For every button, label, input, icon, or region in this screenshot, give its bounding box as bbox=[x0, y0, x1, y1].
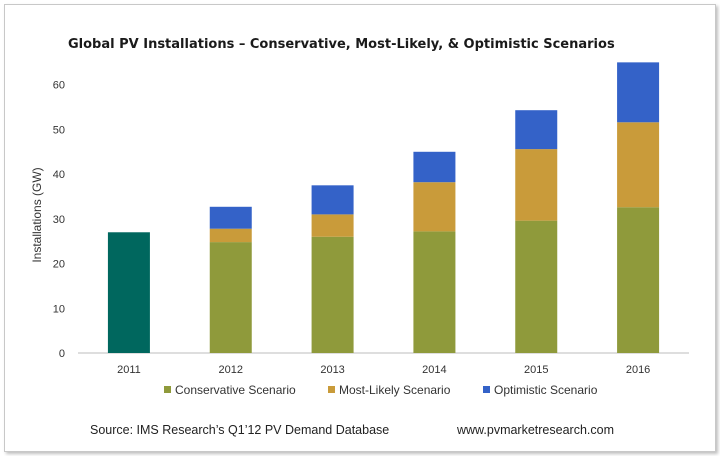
bar-conservative-2013 bbox=[311, 236, 354, 353]
bar-most-likely-2015 bbox=[515, 149, 558, 221]
y-axis-label: Installations (GW) bbox=[30, 167, 44, 262]
bars bbox=[107, 62, 660, 353]
bar-most-likely-2016 bbox=[617, 122, 660, 208]
bar-optimistic-2016 bbox=[617, 62, 660, 123]
x-tick-label: 2013 bbox=[320, 364, 344, 376]
y-tick-label: 10 bbox=[53, 303, 65, 315]
legend-swatch bbox=[328, 386, 335, 393]
x-tick-label: 2016 bbox=[626, 364, 650, 376]
bar-conservative-2014 bbox=[413, 231, 456, 353]
x-tick-label: 2011 bbox=[117, 364, 141, 376]
chart-frame bbox=[4, 4, 716, 452]
x-tick-label: 2014 bbox=[422, 364, 446, 376]
legend-swatch bbox=[483, 386, 490, 393]
bar-conservative-2016 bbox=[617, 207, 660, 353]
bar-most-likely-2014 bbox=[413, 182, 456, 232]
y-tick-label: 30 bbox=[53, 214, 65, 226]
bar-optimistic-2012 bbox=[209, 206, 252, 229]
y-tick-label: 20 bbox=[53, 259, 65, 271]
y-tick-label: 60 bbox=[53, 80, 65, 92]
source-note: Source: IMS Research’s Q1’12 PV Demand D… bbox=[90, 423, 389, 437]
x-axis: 2011 2012 2013 2014 2015 2016 bbox=[117, 364, 650, 376]
y-tick-label: 50 bbox=[53, 124, 65, 136]
bar-most-likely-2013 bbox=[311, 214, 354, 237]
x-tick-label: 2015 bbox=[524, 364, 548, 376]
y-tick-label: 0 bbox=[59, 348, 65, 360]
bar-optimistic-2015 bbox=[515, 110, 558, 150]
y-tick-label: 40 bbox=[53, 169, 65, 181]
bar-conservative-2015 bbox=[515, 220, 558, 353]
bar-actual-2011 bbox=[107, 232, 150, 353]
bar-optimistic-2014 bbox=[413, 151, 456, 183]
legend-label: Conservative Scenario bbox=[175, 383, 296, 397]
legend-label: Most-Likely Scenario bbox=[339, 383, 451, 397]
bar-conservative-2012 bbox=[209, 242, 252, 353]
bar-most-likely-2012 bbox=[209, 228, 252, 243]
website-link[interactable]: www.pvmarketresearch.com bbox=[456, 423, 614, 437]
x-tick-label: 2012 bbox=[219, 364, 243, 376]
bar-optimistic-2013 bbox=[311, 185, 354, 215]
chart-title: Global PV Installations – Conservative, … bbox=[68, 37, 615, 52]
legend-label: Optimistic Scenario bbox=[494, 383, 598, 397]
legend-swatch bbox=[164, 386, 171, 393]
y-axis: 0 10 20 30 40 50 60 bbox=[53, 80, 65, 360]
legend: Conservative Scenario Most-Likely Scenari… bbox=[164, 383, 598, 397]
